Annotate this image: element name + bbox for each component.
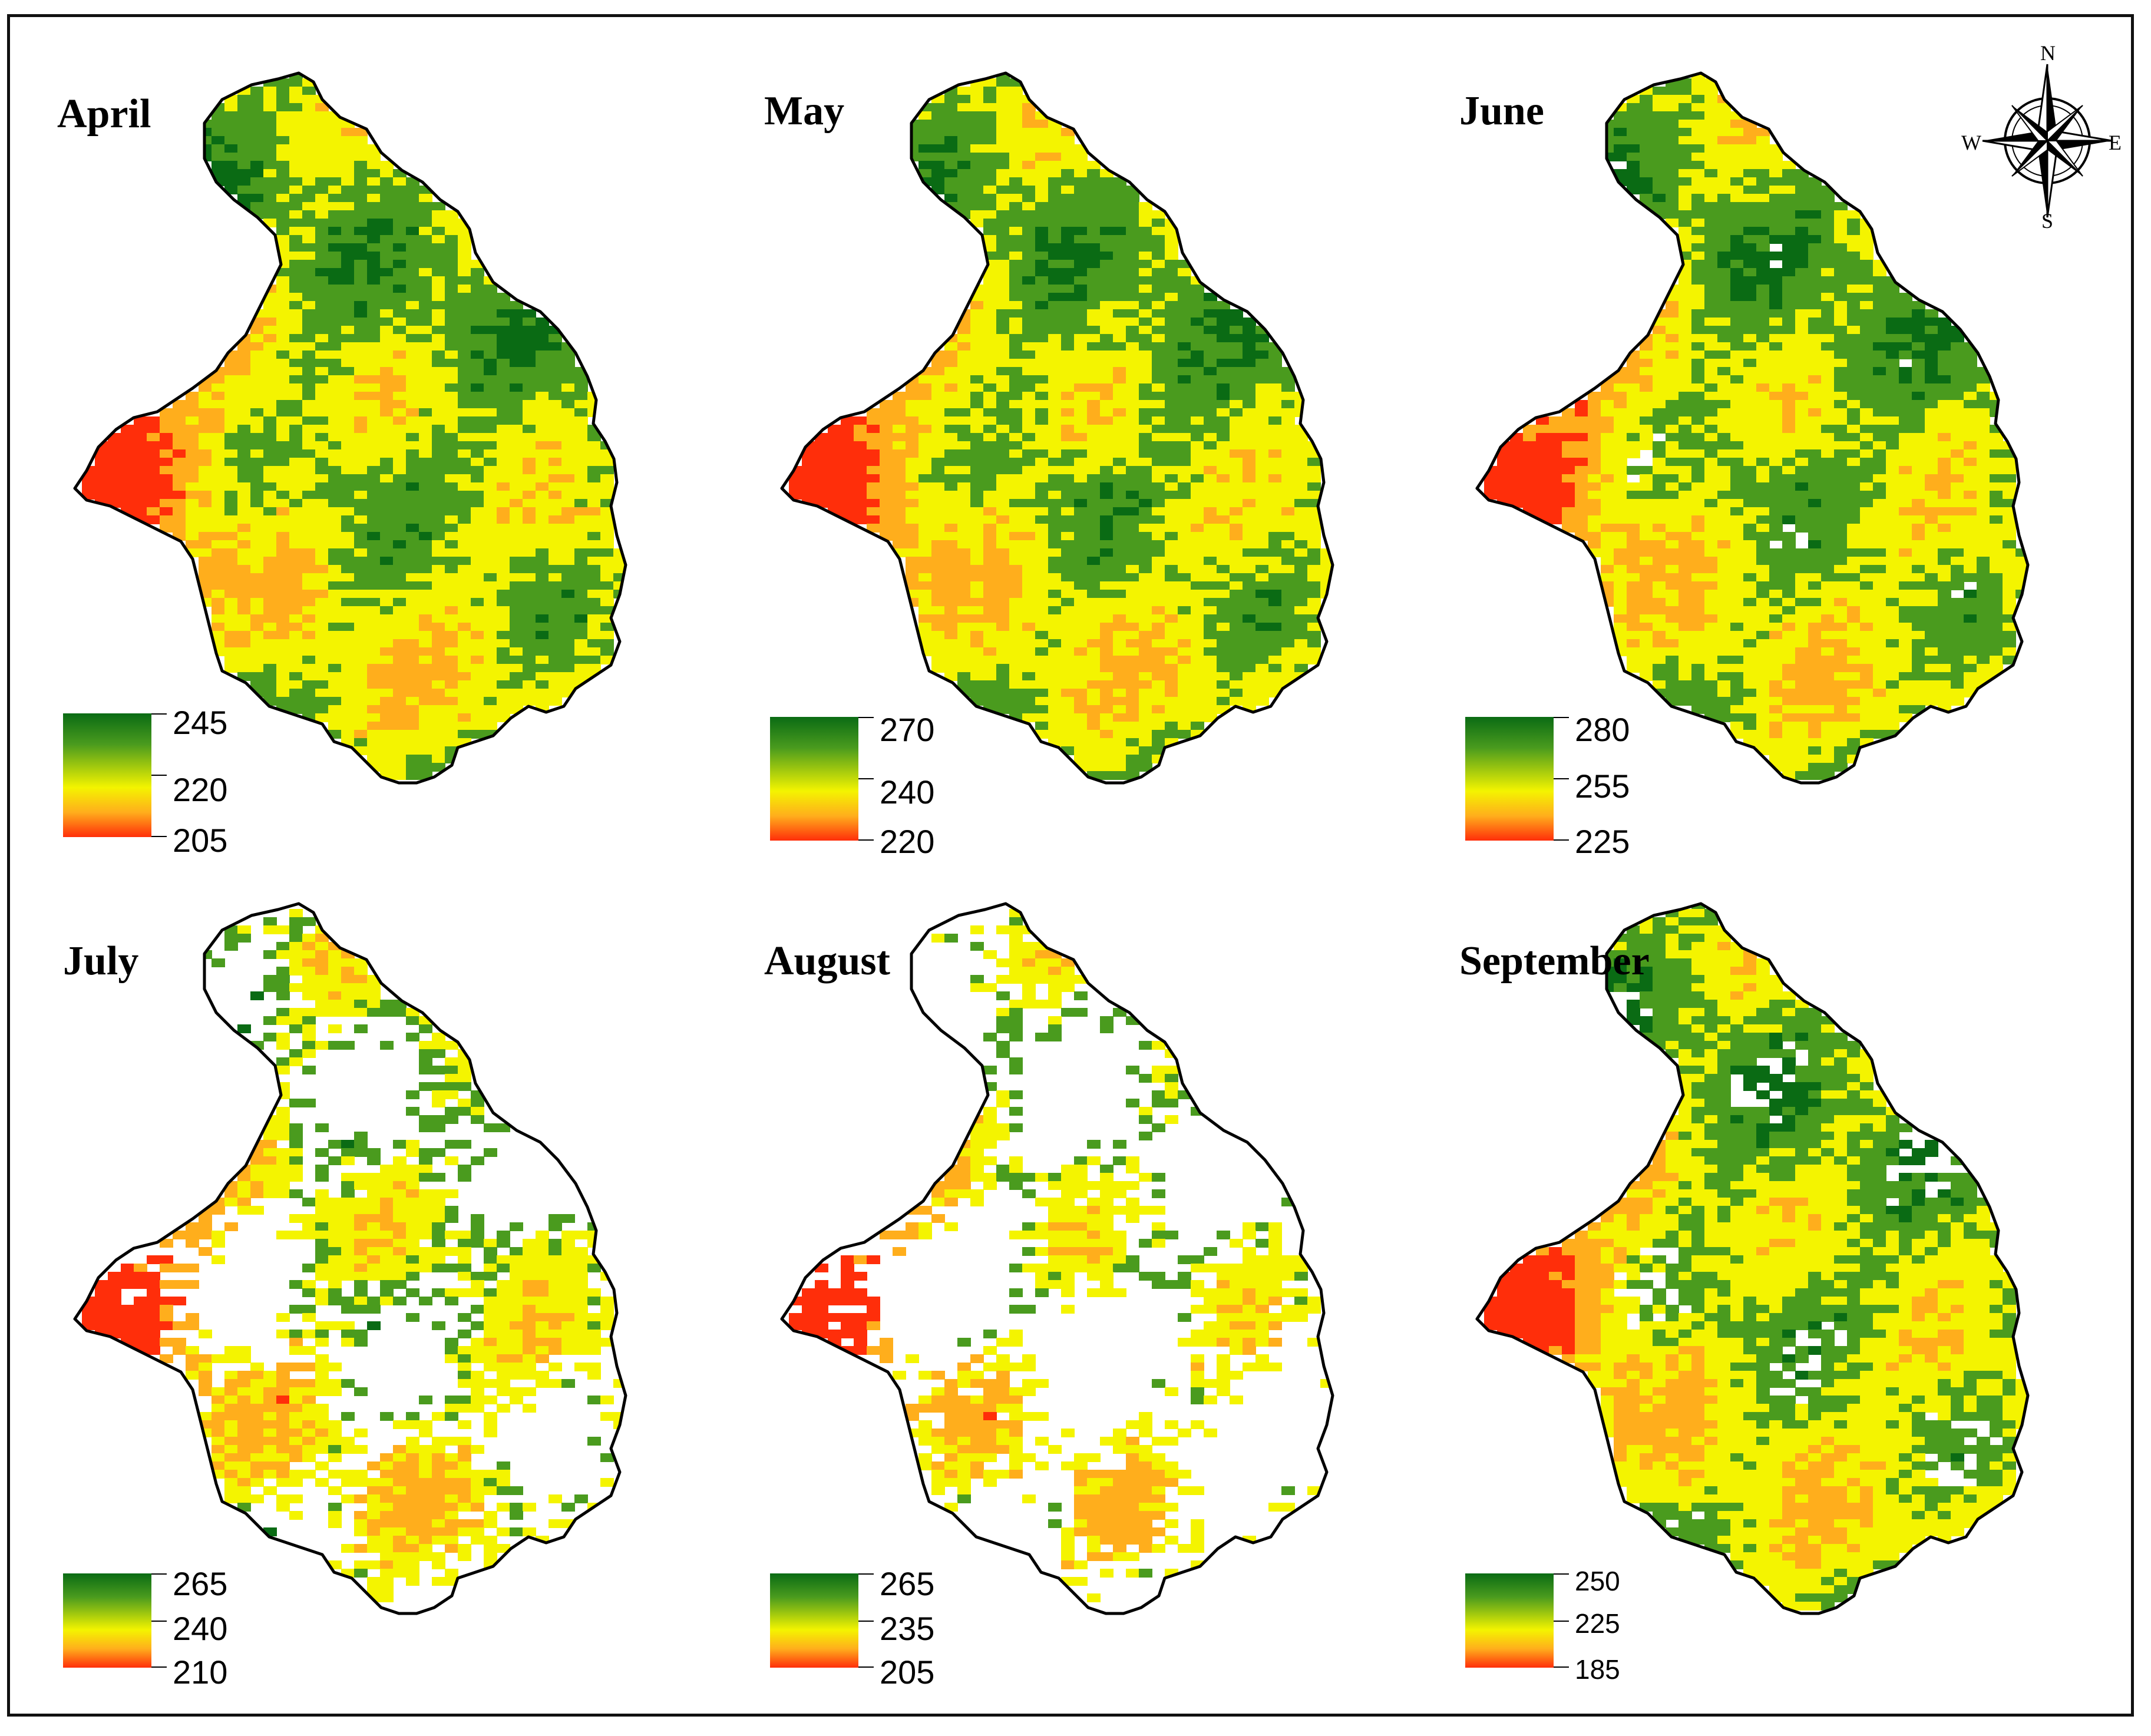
legend-min-value: 220	[880, 823, 935, 860]
legend-min-value: 205	[880, 1654, 935, 1691]
basin-map	[780, 902, 1334, 1615]
legend-min-value: 225	[1575, 823, 1630, 860]
month-title: May	[764, 88, 845, 134]
basin-boundary	[780, 71, 1334, 785]
basin-map	[73, 902, 627, 1615]
legend-mid-value: 240	[880, 773, 935, 811]
compass-east-label: E	[2109, 131, 2122, 154]
compass-north-label: N	[2040, 41, 2056, 65]
month-title: September	[1459, 938, 1650, 984]
legend-mid-value: 255	[1575, 768, 1630, 805]
legend-min-value: 205	[173, 822, 228, 859]
legend-max-value: 265	[173, 1565, 228, 1602]
month-title: July	[63, 938, 139, 984]
legend-min-value: 185	[1575, 1654, 1620, 1685]
legend-max-value: 250	[1575, 1566, 1620, 1596]
raster-cells	[1484, 904, 2028, 1611]
raster-cells	[1484, 73, 2028, 780]
legend-max-value: 245	[173, 704, 228, 741]
map-panel-may: May 270 240 220	[752, 35, 1453, 871]
basin-map	[73, 71, 627, 785]
legend-color-ramp	[770, 717, 858, 841]
map-panel-august: August 265 235 205	[752, 865, 1453, 1702]
raster-cells	[82, 909, 626, 1602]
legend-max-value: 265	[880, 1565, 935, 1602]
raster-cells	[789, 73, 1333, 780]
legend-mid-value: 225	[1575, 1608, 1620, 1639]
basin-boundary	[780, 902, 1334, 1615]
month-title: August	[764, 938, 890, 984]
compass-south-label: S	[2041, 209, 2054, 233]
legend-mid-value: 220	[173, 771, 228, 808]
basin-boundary	[73, 71, 627, 785]
basin-map	[780, 71, 1334, 785]
month-title: June	[1459, 88, 1544, 134]
compass-west-label: W	[1961, 131, 1981, 154]
basin-map	[1475, 902, 2030, 1615]
basin-boundary	[73, 902, 627, 1615]
map-panel-september: September 250 225 185	[1448, 865, 2149, 1702]
legend-mid-value: 240	[173, 1610, 228, 1647]
legend-max-value: 280	[1575, 711, 1630, 748]
basin-boundary	[1475, 902, 2030, 1615]
figure-frame: April 245 220 205 May 270 240 220 June 2…	[7, 14, 2134, 1717]
legend-color-ramp	[1465, 717, 1554, 841]
raster-cells	[82, 73, 626, 780]
month-title: April	[57, 91, 151, 137]
raster-cells	[789, 909, 1333, 1602]
north-arrow-compass-rose-icon: N S E W	[1961, 41, 2122, 233]
map-panel-july: July 265 240 210	[45, 865, 746, 1702]
basin-boundary	[1475, 71, 2030, 785]
map-panel-april: April 245 220 205	[45, 35, 746, 871]
map-panel-june: June 280 255 225	[1448, 35, 2149, 871]
legend-mid-value: 235	[880, 1610, 935, 1647]
legend-color-ramp	[63, 1573, 151, 1668]
legend-color-ramp	[770, 1573, 858, 1668]
basin-map	[1475, 71, 2030, 785]
legend-max-value: 270	[880, 711, 935, 748]
legend-color-ramp	[1465, 1573, 1554, 1668]
legend-color-ramp	[63, 713, 151, 837]
legend-min-value: 210	[173, 1654, 228, 1691]
